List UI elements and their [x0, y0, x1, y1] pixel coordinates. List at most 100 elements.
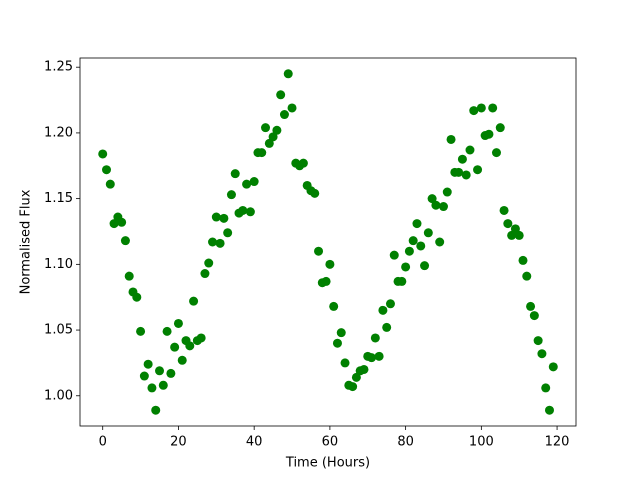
point	[359, 364, 369, 374]
x-tick-label: 120	[545, 435, 570, 450]
point	[132, 292, 142, 302]
point	[431, 200, 441, 210]
point	[476, 103, 486, 113]
point	[173, 318, 183, 328]
point	[242, 179, 252, 189]
y-tick-label: 1.20	[44, 125, 73, 140]
point	[120, 236, 130, 246]
point	[268, 132, 278, 142]
point	[245, 207, 255, 217]
point	[518, 255, 528, 265]
point	[158, 380, 168, 390]
point	[401, 262, 411, 272]
point	[147, 383, 157, 393]
point	[287, 103, 297, 113]
point	[314, 246, 324, 256]
point	[102, 165, 112, 175]
point	[473, 165, 483, 175]
y-tick-label: 1.15	[44, 191, 73, 206]
point	[385, 299, 395, 309]
point	[170, 342, 180, 352]
point	[196, 333, 206, 343]
point	[336, 328, 346, 338]
point	[533, 336, 543, 346]
point	[139, 371, 149, 381]
point	[412, 219, 422, 229]
point	[499, 205, 509, 215]
point	[503, 219, 513, 229]
point	[514, 230, 524, 240]
point	[507, 230, 517, 240]
point	[272, 125, 282, 135]
point	[238, 205, 248, 215]
point	[117, 217, 127, 227]
point	[408, 236, 418, 246]
point	[223, 228, 233, 238]
point	[454, 167, 464, 177]
x-tick-label: 60	[322, 435, 339, 450]
point	[105, 179, 115, 189]
point	[204, 258, 214, 268]
point	[329, 301, 339, 311]
point	[495, 123, 505, 133]
y-tick-label: 1.00	[44, 388, 73, 403]
y-axis-label: Normalised Flux	[19, 189, 34, 294]
point	[469, 106, 479, 116]
point	[537, 349, 547, 359]
x-tick-label: 100	[469, 435, 494, 450]
point	[283, 69, 293, 79]
point	[276, 90, 286, 100]
point	[461, 170, 471, 180]
point	[279, 110, 289, 120]
point	[522, 271, 532, 281]
x-axis-label: Time (Hours)	[285, 456, 370, 471]
point	[488, 103, 498, 113]
point	[438, 202, 448, 212]
plot-frame	[79, 57, 577, 427]
point	[423, 228, 433, 238]
point	[189, 296, 199, 306]
point	[510, 224, 520, 234]
point	[143, 359, 153, 369]
point	[124, 271, 134, 281]
point	[230, 169, 240, 179]
point	[219, 213, 229, 223]
point	[378, 305, 388, 315]
point	[208, 237, 218, 247]
point	[257, 148, 267, 158]
point	[136, 326, 146, 336]
x-tick-label: 0	[99, 435, 107, 450]
point	[177, 355, 187, 365]
point	[155, 366, 165, 376]
point	[351, 372, 361, 382]
y-tick-label: 1.10	[44, 257, 73, 272]
point	[200, 269, 210, 279]
point	[541, 383, 551, 393]
point	[374, 351, 384, 361]
point	[166, 368, 176, 378]
point	[382, 322, 392, 332]
point	[162, 326, 172, 336]
point	[484, 129, 494, 139]
point	[548, 362, 558, 372]
point	[416, 241, 426, 251]
point	[420, 261, 430, 271]
point	[367, 353, 377, 363]
point	[465, 145, 475, 155]
point	[298, 158, 308, 168]
point	[249, 177, 259, 187]
point	[340, 358, 350, 368]
point	[151, 405, 161, 415]
point	[389, 250, 399, 260]
point	[446, 134, 456, 144]
y-tick-label: 1.25	[44, 60, 73, 75]
point	[397, 276, 407, 286]
point	[310, 188, 320, 198]
point	[404, 246, 414, 256]
point	[109, 219, 119, 229]
point	[526, 301, 536, 311]
point	[215, 238, 225, 248]
point	[427, 194, 437, 204]
